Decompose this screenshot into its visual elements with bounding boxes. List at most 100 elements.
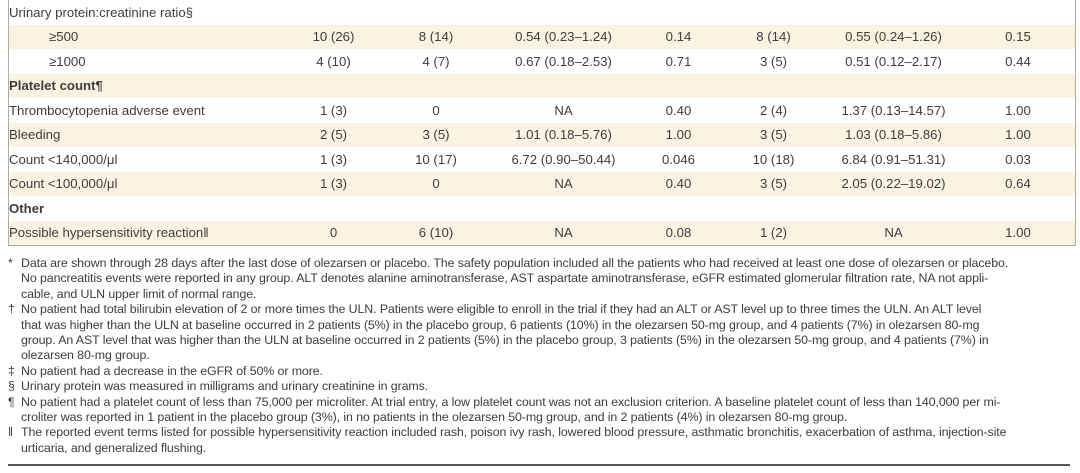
table-cell: 1.03 (0.18–5.86) xyxy=(845,127,942,143)
table-cell xyxy=(721,74,826,99)
table-cell xyxy=(636,0,721,25)
footnote-marker: § xyxy=(8,379,15,394)
table-cell: 0.40 xyxy=(665,102,692,118)
footnote-line: Urinary protein was measured in milligra… xyxy=(21,379,429,394)
table-cell xyxy=(721,196,826,221)
table-cell xyxy=(636,196,721,221)
footnote-line: group. An AST level that was higher than… xyxy=(21,333,989,348)
row-label: Bleeding xyxy=(9,127,61,143)
table-cell xyxy=(286,196,381,221)
table-cell: 4 (7) xyxy=(422,53,450,69)
table-cell: 0.44 xyxy=(1005,53,1031,69)
row-label: Possible hypersensitivity reaction‖ xyxy=(9,225,209,241)
row-label: Count <140,000/μl xyxy=(9,151,118,167)
table-cell: 3 (5) xyxy=(422,127,450,143)
table-cell: 0.40 xyxy=(665,176,692,192)
footnote-line: No patient had a platelet count of less … xyxy=(21,394,1001,409)
table-cell xyxy=(826,0,961,25)
footnote-marker: † xyxy=(8,302,15,317)
table-cell xyxy=(381,74,491,99)
table-cell: 3 (5) xyxy=(759,176,788,192)
table-cell xyxy=(636,74,721,99)
footnote-line: Data are shown through 28 days after the… xyxy=(21,256,1009,270)
table-cell: 0 xyxy=(432,176,440,192)
footnote-line: olezarsen 80-mg group. xyxy=(21,348,150,363)
footnote-asterisk: * Data are shown through 28 days after t… xyxy=(8,256,1076,302)
table-cell: 4 (10) xyxy=(316,53,351,69)
footnote-pilcrow: ¶ No patient had a platelet count of les… xyxy=(8,395,1076,426)
table-cell: 1.37 (0.13–14.57) xyxy=(841,102,946,118)
table-cell: 0.55 (0.24–1.26) xyxy=(845,29,942,45)
table-cell: 1.01 (0.18–5.76) xyxy=(515,127,612,143)
table-row-thrombocytopenia: Thrombocytopenia adverse event 1 (3) 0 N… xyxy=(9,98,1075,123)
table-row-bleeding: Bleeding 2 (5) 3 (5) 1.01 (0.18–5.76) 1.… xyxy=(9,122,1075,147)
table-cell: 0.046 xyxy=(661,151,695,167)
footnote-marker: * xyxy=(8,256,13,270)
footnote-line: The reported event terms listed for poss… xyxy=(21,425,1007,440)
table-cell: 8 (14) xyxy=(756,29,791,45)
table-cell: 1 (2) xyxy=(759,225,788,241)
table-cell xyxy=(491,0,636,25)
table-cell xyxy=(961,196,1075,221)
table-cell: 0.15 xyxy=(1005,29,1031,45)
table-cell: NA xyxy=(884,225,903,241)
table-cell: 0.71 xyxy=(665,53,692,69)
table-cell xyxy=(286,0,381,25)
adverse-events-table: Urinary protein:creatinine ratio§ ≥500 1… xyxy=(8,0,1076,246)
table-cell: 0.54 (0.23–1.24) xyxy=(515,29,612,45)
footnote-dagger: † No patient had total bilirubin elevati… xyxy=(8,302,1076,364)
table-cell: 6.84 (0.91–51.31) xyxy=(841,151,946,167)
table-row-hypersensitivity: Possible hypersensitivity reaction‖ 0 6 … xyxy=(9,220,1075,245)
row-label: Platelet count¶ xyxy=(9,78,103,94)
table-cell: 3 (5) xyxy=(759,53,788,69)
table-cell xyxy=(381,196,491,221)
footnotes: * Data are shown through 28 days after t… xyxy=(8,256,1076,456)
table-cell xyxy=(286,74,381,99)
table-cell: 3 (5) xyxy=(759,127,788,143)
table-cell: 1.00 xyxy=(1005,102,1031,118)
table-cell: 2 (5) xyxy=(319,127,348,143)
footnote-marker: ‖ xyxy=(8,425,14,440)
table-cell: 1 (3) xyxy=(319,151,348,167)
table-cell: 2 (4) xyxy=(759,102,788,118)
footnote-line: No patient had a decrease in the eGFR of… xyxy=(21,363,323,378)
table-cell xyxy=(381,0,491,25)
table-cell xyxy=(491,74,636,99)
footnote-line: No patient had total bilirubin elevation… xyxy=(21,302,982,317)
table-cell: 1.00 xyxy=(665,127,692,143)
table-cell: NA xyxy=(554,176,573,192)
table-cell: 10 (17) xyxy=(415,151,457,167)
table-cell: 0.14 xyxy=(665,29,692,45)
row-label: ≥500 xyxy=(49,29,79,45)
table-cell: 0.03 xyxy=(1005,151,1031,167)
row-label: Other xyxy=(9,200,45,216)
row-label: Count <100,000/μl xyxy=(9,176,118,192)
table-cell: 0 xyxy=(329,225,338,241)
table-cell: 1.00 xyxy=(1005,225,1031,241)
table-row-other-header: Other xyxy=(9,196,1075,221)
footnote-marker: ¶ xyxy=(8,394,15,409)
footnote-marker: ‡ xyxy=(8,363,15,378)
table-cell: 0.64 xyxy=(1005,176,1031,192)
table-cell: NA xyxy=(554,225,573,241)
footnote-parallel: ‖ The reported event terms listed for po… xyxy=(8,425,1076,456)
table-cell xyxy=(721,0,826,25)
table-row-count-140000: Count <140,000/μl 1 (3) 10 (17) 6.72 (0.… xyxy=(9,147,1075,172)
footnote-line: No pancreatitis events were reported in … xyxy=(21,271,989,286)
table-cell: 0.08 xyxy=(665,225,692,241)
table-cell: 10 (18) xyxy=(752,151,795,167)
footnote-section: § Urinary protein was measured in millig… xyxy=(8,379,1076,394)
row-label: Thrombocytopenia adverse event xyxy=(9,102,205,118)
table-cell: 6 (10) xyxy=(418,225,454,241)
bottom-rule xyxy=(8,464,1070,466)
table-cell: 0.51 (0.12–2.17) xyxy=(845,53,942,69)
table-cell xyxy=(491,196,636,221)
table-row-ratio-500: ≥500 10 (26) 8 (14) 0.54 (0.23–1.24) 0.1… xyxy=(9,24,1075,49)
table-cell: 1 (3) xyxy=(319,102,348,118)
table-cell: 1 (3) xyxy=(319,176,348,192)
footnote-line: urticaria, and generalized flushing. xyxy=(21,440,207,455)
table-cell: 10 (26) xyxy=(312,29,355,45)
row-label: Urinary protein:creatinine ratio§ xyxy=(9,4,193,20)
table-row-platelet-count-header: Platelet count¶ xyxy=(9,73,1075,99)
safety-outcomes-table: Urinary protein:creatinine ratio§ ≥500 1… xyxy=(9,0,1075,245)
